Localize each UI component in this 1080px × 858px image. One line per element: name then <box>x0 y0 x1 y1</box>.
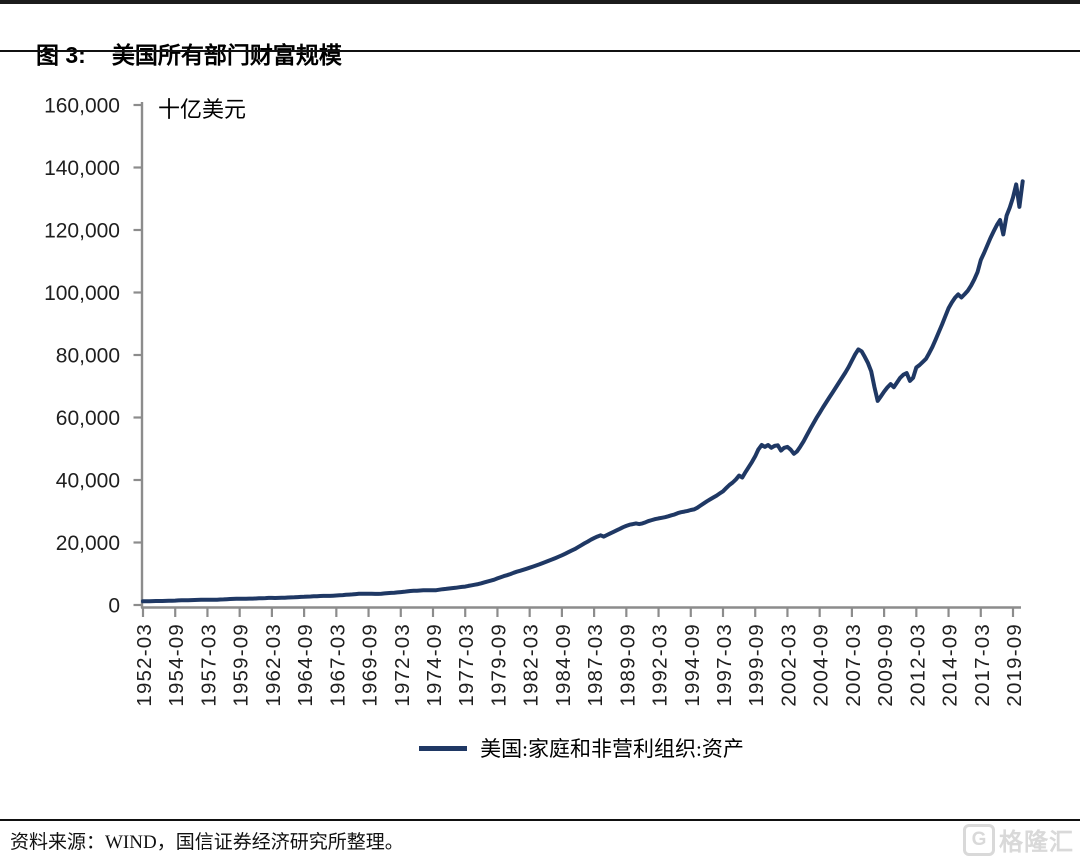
y-tick-label: 120,000 <box>44 220 120 243</box>
x-tick-label: 1982-03 <box>520 623 543 707</box>
y-tick-label: 160,000 <box>44 95 120 118</box>
x-tick-label: 1959-09 <box>230 623 253 707</box>
gelonghui-logo: G 格隆汇 <box>963 822 1074 857</box>
y-tick-label: 100,000 <box>44 282 120 305</box>
x-tick-label: 1974-09 <box>423 623 446 707</box>
x-tick-label: 1987-03 <box>584 623 607 707</box>
x-tick-label: 2007-03 <box>842 623 865 707</box>
gelonghui-logo-text: 格隆汇 <box>999 830 1074 856</box>
x-tick-label: 1984-09 <box>552 623 575 707</box>
legend-series-label: 美国:家庭和非营利组织:资产 <box>480 737 744 761</box>
x-tick-label: 1957-03 <box>197 623 220 707</box>
y-tick-label: 140,000 <box>44 157 120 180</box>
gelonghui-logo-icon: G <box>963 823 995 856</box>
y-tick-label: 80,000 <box>56 345 120 368</box>
x-tick-label: 1997-03 <box>713 623 736 707</box>
x-tick-label: 1994-09 <box>681 623 704 707</box>
x-tick-label: 1967-03 <box>326 623 349 707</box>
legend-line-swatch <box>419 745 468 751</box>
title-separator <box>0 50 1080 52</box>
x-tick-label: 1989-09 <box>616 623 639 707</box>
x-tick-label: 2014-09 <box>939 623 962 707</box>
x-tick-label: 2009-09 <box>874 623 897 707</box>
x-tick-label: 1964-09 <box>294 623 317 707</box>
x-tick-label: 1999-09 <box>745 623 768 707</box>
y-tick-label: 20,000 <box>56 532 120 555</box>
x-tick-label: 2017-03 <box>971 623 994 707</box>
x-tick-label: 1972-03 <box>391 623 414 707</box>
x-tick-label: 1962-03 <box>262 623 285 707</box>
source-note: 资料来源：WIND，国信证券经济研究所整理。 <box>10 832 404 853</box>
x-tick-label: 2012-03 <box>906 623 929 707</box>
footer-separator <box>0 819 1080 821</box>
x-tick-label: 1977-03 <box>455 623 478 707</box>
x-tick-label: 2004-09 <box>810 623 833 707</box>
x-tick-label: 1969-09 <box>359 623 382 707</box>
y-axis-unit-label: 十亿美元 <box>158 97 247 122</box>
y-tick-label: 60,000 <box>56 407 120 430</box>
x-tick-label: 2019-09 <box>1003 623 1026 707</box>
x-tick-label: 2002-03 <box>777 623 800 707</box>
series-line <box>141 179 1025 604</box>
x-tick-label: 1952-03 <box>133 623 156 707</box>
figure-title: 美国所有部门财富规模 <box>111 43 342 68</box>
title-top-border <box>0 0 1080 4</box>
y-tick-label: 0 <box>108 595 120 618</box>
x-tick-label: 1954-09 <box>165 623 188 707</box>
x-tick-label: 1992-03 <box>649 623 672 707</box>
figure-title-row: 图 3: 美国所有部门财富规模 <box>13 10 1067 68</box>
y-tick-label: 40,000 <box>56 470 120 493</box>
x-tick-label: 1979-09 <box>487 623 510 707</box>
figure-label: 图 3: <box>36 42 86 68</box>
chart-legend: 美国:家庭和非营利组织:资产 <box>143 733 1020 763</box>
